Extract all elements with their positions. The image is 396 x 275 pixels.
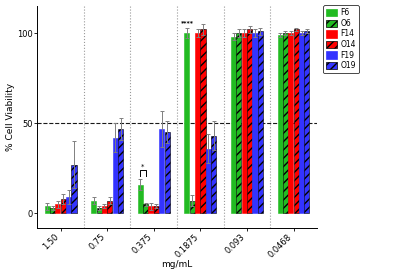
Bar <box>138 185 143 213</box>
Bar <box>45 206 50 213</box>
Bar <box>247 29 252 213</box>
Bar <box>258 31 263 213</box>
Bar <box>242 33 247 213</box>
Bar <box>55 205 61 213</box>
Bar <box>231 37 236 213</box>
Y-axis label: % Cell Viability: % Cell Viability <box>6 83 15 151</box>
Bar <box>288 33 293 213</box>
Bar <box>154 206 159 213</box>
Bar <box>195 33 200 213</box>
Bar <box>283 33 288 213</box>
Bar <box>143 205 148 213</box>
X-axis label: mg/mL: mg/mL <box>162 260 192 270</box>
Bar <box>71 165 76 213</box>
Bar <box>107 201 112 213</box>
Text: *: * <box>141 164 145 170</box>
Bar <box>211 136 216 213</box>
Bar <box>200 29 206 213</box>
Bar <box>299 33 304 213</box>
Bar <box>66 197 71 213</box>
Bar <box>305 31 309 213</box>
Legend: F6, O6, F14, O14, F19, O19: F6, O6, F14, O14, F19, O19 <box>324 5 359 73</box>
Bar <box>118 129 123 213</box>
Bar <box>112 138 118 213</box>
Bar <box>148 206 154 213</box>
Bar <box>91 201 96 213</box>
Bar <box>97 208 102 213</box>
Bar <box>293 29 299 213</box>
Bar <box>252 33 257 213</box>
Bar <box>206 148 211 213</box>
Bar <box>50 208 55 213</box>
Bar <box>278 35 283 213</box>
Bar <box>185 33 190 213</box>
Bar <box>102 206 107 213</box>
Bar <box>159 129 164 213</box>
Bar <box>236 33 242 213</box>
Bar <box>165 132 170 213</box>
Text: ****: **** <box>181 20 193 25</box>
Bar <box>61 199 66 213</box>
Bar <box>190 201 195 213</box>
